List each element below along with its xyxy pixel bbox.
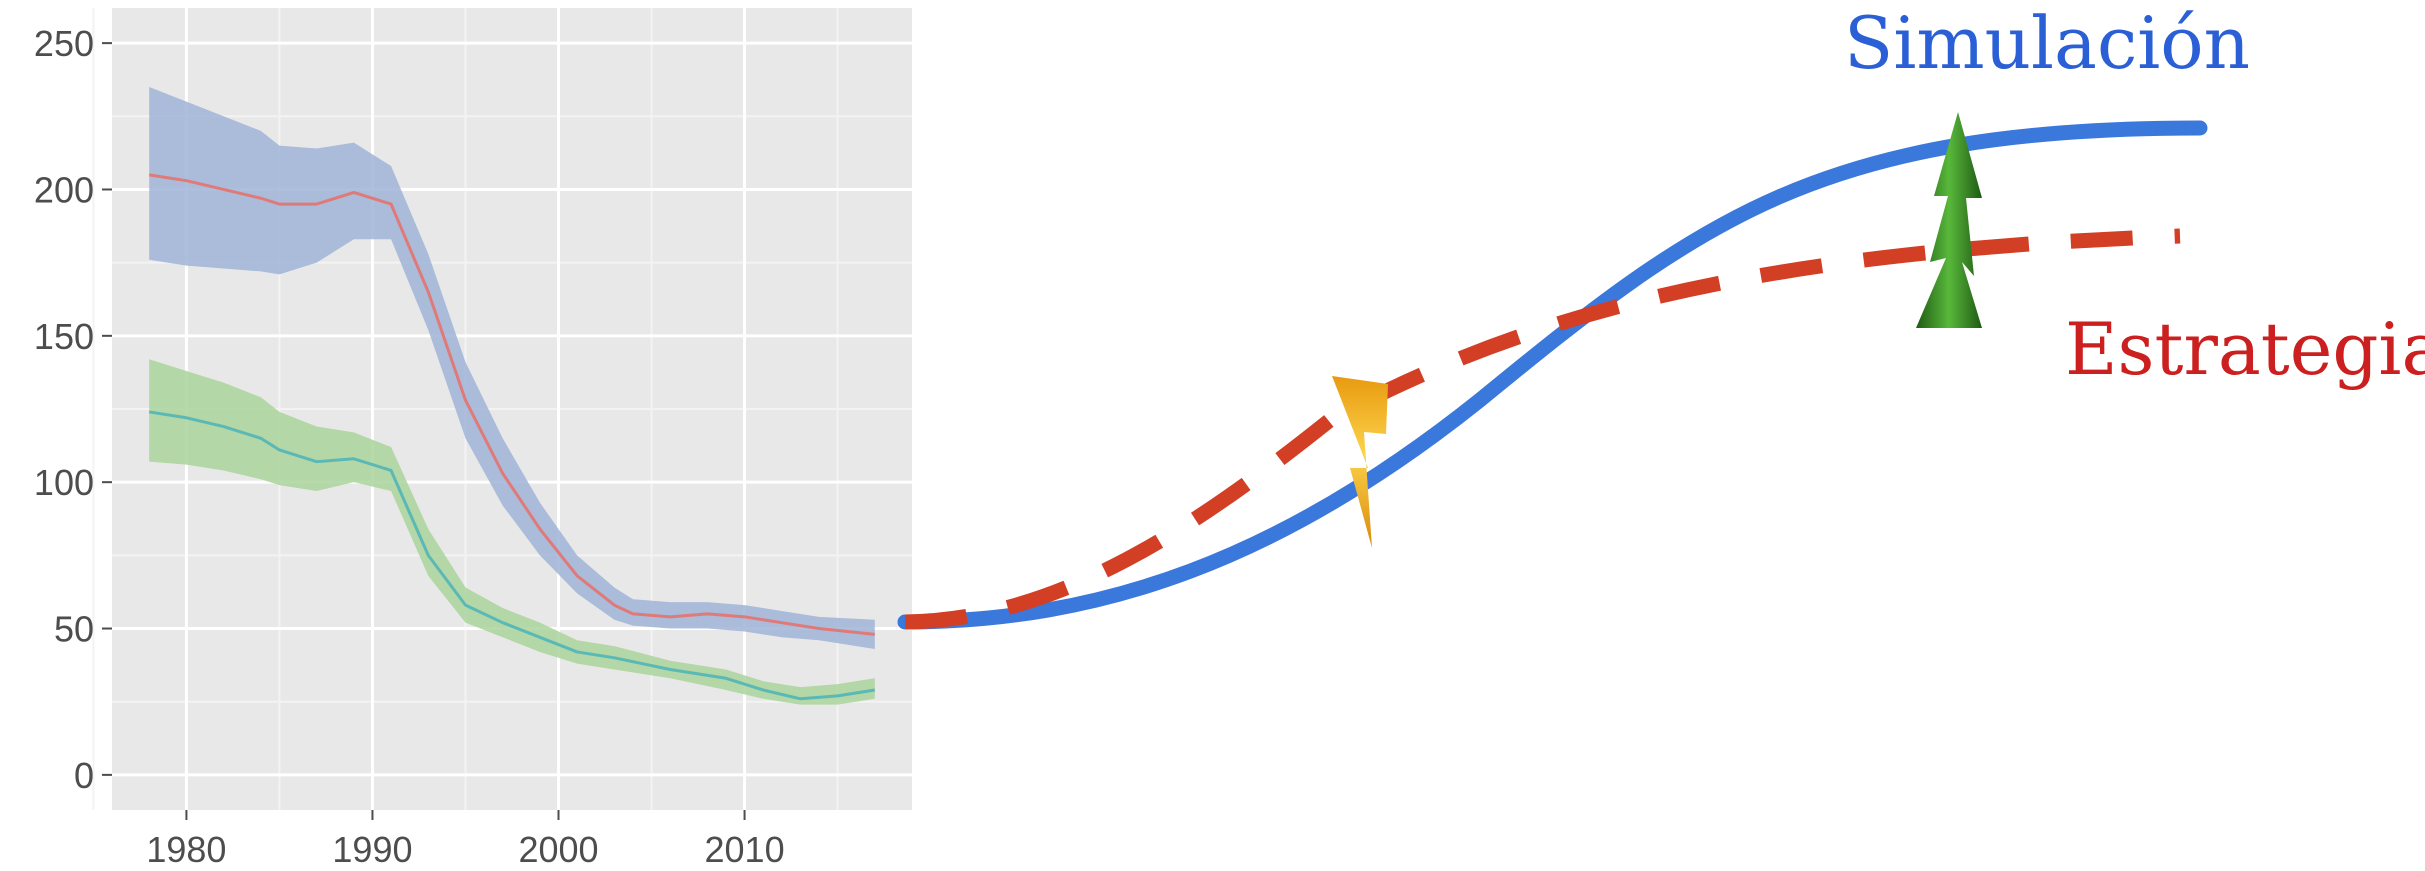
confidence-band-1 [149,87,875,650]
x-tick-label: 2010 [705,829,785,870]
y-tick-label: 0 [74,755,94,796]
y-tick-label: 150 [34,316,94,357]
y-tick-label: 200 [34,169,94,210]
green-arrow-icon [1916,112,1982,328]
estrategia-curve [904,228,2181,630]
trend-lines [148,173,876,701]
lightning-bolt-icon [1332,376,1388,548]
historical-chart: 1980 1990 2000 2010 0 50 100 150 200 250 [34,8,912,870]
estrategia-label: Estrategia [2065,307,2425,391]
x-tick-label: 1980 [146,829,226,870]
simulacion-curve [897,120,2208,630]
axes: 1980 1990 2000 2010 0 50 100 150 200 250 [34,23,785,870]
confidence-bands [149,87,875,705]
y-tick-label: 100 [34,462,94,503]
x-tick-label: 2000 [518,829,598,870]
scenario-diagram: Simulación Estrategia [897,1,2425,630]
x-tick-label: 1990 [332,829,412,870]
confidence-band-2 [149,359,875,705]
y-tick-label: 250 [34,23,94,64]
trend-line-1 [148,173,875,636]
y-tick-label: 50 [54,609,94,650]
simulacion-label: Simulación [1844,1,2250,85]
trend-line-2 [148,410,876,701]
